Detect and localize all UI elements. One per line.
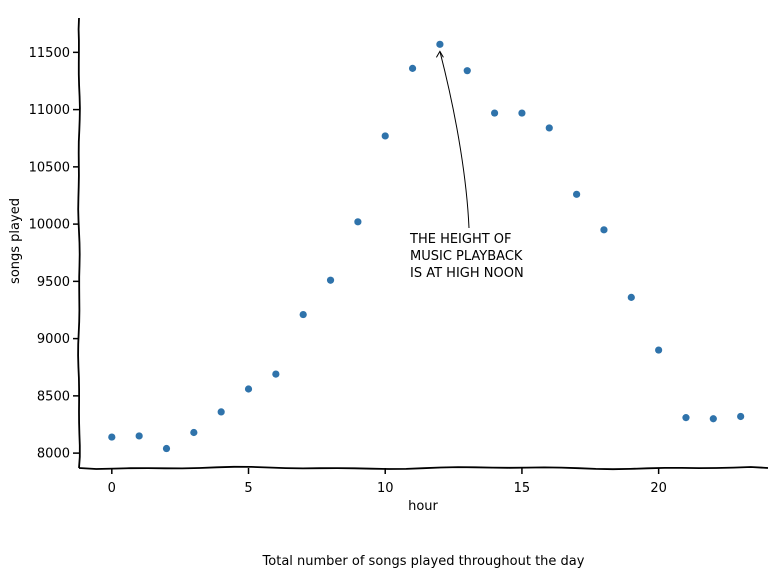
- x-tick-label: 5: [244, 481, 252, 496]
- data-point: [326, 276, 335, 284]
- y-tick-label: 8500: [37, 389, 70, 404]
- data-point: [518, 109, 526, 117]
- data-point: [600, 226, 608, 234]
- data-point: [627, 293, 635, 301]
- x-tick-label: 10: [377, 481, 394, 496]
- data-point: [162, 444, 171, 453]
- annotation-line-3: IS AT HIGH NOON: [410, 266, 524, 281]
- data-point: [682, 414, 690, 422]
- data-point: [408, 64, 417, 72]
- data-point: [737, 412, 745, 421]
- annotation-line-1: THE HEIGHT OF: [409, 232, 512, 247]
- x-axis-title: hour: [408, 499, 438, 514]
- x-axis-line: [78, 465, 769, 471]
- data-point: [490, 109, 499, 117]
- x-tick-label: 15: [514, 481, 531, 496]
- data-point: [463, 67, 471, 75]
- y-tick-label: 10500: [29, 160, 70, 175]
- data-point: [299, 310, 307, 319]
- chart-caption: Total number of songs played throughout …: [262, 554, 585, 569]
- y-axis-line: [77, 17, 81, 469]
- annotation-arrowhead: [435, 50, 444, 58]
- data-point: [190, 428, 198, 437]
- y-tick-label: 9500: [37, 275, 70, 290]
- data-point: [135, 432, 143, 440]
- data-points: [108, 40, 745, 453]
- annotation-line-2: MUSIC PLAYBACK: [410, 249, 523, 264]
- data-point: [244, 385, 253, 393]
- x-ticks: 0 5 10 15 20: [108, 468, 667, 496]
- y-axis-title: songs played: [8, 198, 23, 284]
- data-point: [217, 408, 225, 416]
- y-ticks: 8000 8500 9000 9500 10000 10500 11000 11500: [29, 46, 79, 462]
- y-tick-label: 10000: [29, 218, 70, 233]
- y-tick-label: 9000: [37, 332, 70, 347]
- data-point: [108, 433, 116, 441]
- y-tick-label: 8000: [37, 447, 70, 462]
- data-point: [573, 190, 581, 198]
- x-tick-label: 0: [108, 481, 116, 496]
- data-point: [709, 415, 717, 423]
- data-point: [354, 218, 362, 226]
- x-tick-label: 20: [650, 481, 667, 496]
- y-tick-label: 11500: [29, 46, 70, 61]
- data-point: [381, 132, 389, 140]
- data-point: [655, 346, 663, 354]
- data-point: [545, 124, 553, 132]
- data-point: [272, 370, 280, 378]
- y-tick-label: 11000: [29, 103, 70, 118]
- annotation-arrow: [439, 51, 470, 229]
- data-point: [436, 40, 444, 48]
